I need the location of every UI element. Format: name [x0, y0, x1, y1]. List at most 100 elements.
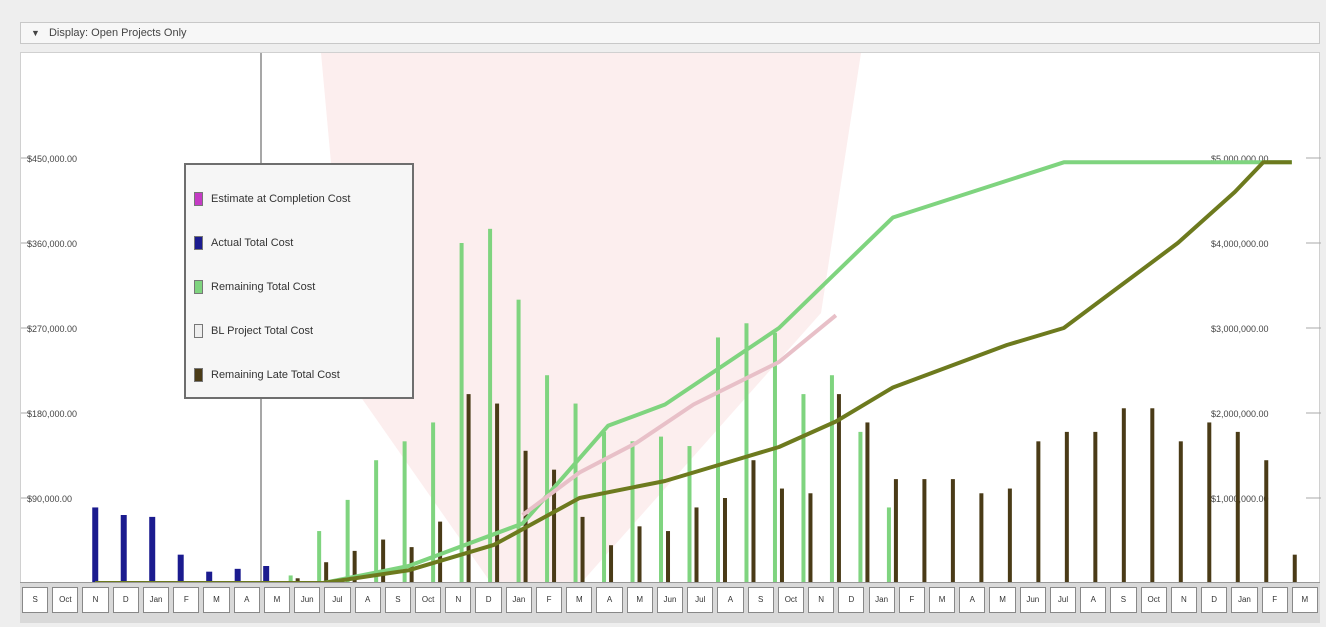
x-tick-label: D [475, 587, 502, 613]
x-tick-label: M [626, 587, 653, 613]
y-right-tick-label: $4,000,000.00 [1211, 239, 1269, 249]
remaining-cost-bar [374, 460, 379, 583]
x-tick-label: Jan [868, 587, 895, 613]
remaining-cost-bar [715, 337, 720, 583]
remaining-late-cost-bar [666, 531, 671, 583]
x-axis-date-strip: S Oct N D Jan F M A M Jun Jul A S Oct N D Jan F M A M Jun Jul A… [20, 582, 1320, 623]
y-right-tick-label: $5,000,000.00 [1211, 154, 1269, 164]
legend-item: Estimate at Completion Cost [194, 177, 404, 221]
x-tick-label: M [1291, 587, 1318, 613]
y-right-tick-label: $3,000,000.00 [1211, 324, 1269, 334]
x-tick-label: F [1261, 587, 1288, 613]
legend-label: Remaining Total Cost [211, 281, 316, 293]
x-tick-label: M [989, 587, 1016, 613]
x-tick-label: S [747, 587, 774, 613]
legend-swatch [194, 324, 203, 338]
x-tick-label: N [1170, 587, 1198, 613]
x-tick-label: Oct [1140, 587, 1167, 613]
remaining-cost-bar [829, 375, 834, 583]
legend-item: Remaining Late Total Cost [194, 353, 404, 397]
x-tick-label: Jan [142, 587, 170, 613]
x-tick-label: A [354, 587, 381, 613]
x-tick-label: A [959, 587, 986, 613]
legend-item: BL Project Total Cost [194, 309, 404, 353]
x-tick-label: Jul [1049, 587, 1077, 613]
x-tick-label: Jan [1231, 587, 1258, 613]
display-filter-dropdown[interactable]: ▼ Display: Open Projects Only [20, 22, 1320, 44]
actual-cost-bar [177, 554, 184, 583]
y-right-tick-label: $2,000,000.00 [1211, 409, 1269, 419]
remaining-cost-bar [659, 436, 664, 583]
legend-swatch [194, 236, 203, 250]
legend-label: Estimate at Completion Cost [211, 193, 351, 205]
remaining-late-cost-bar [1036, 441, 1041, 583]
remaining-late-cost-bar [1178, 441, 1183, 583]
remaining-late-cost-bar [1150, 408, 1155, 583]
x-tick-label: Oct [777, 587, 805, 613]
x-tick-label: Oct [415, 587, 442, 613]
remaining-late-cost-bar [722, 498, 727, 583]
x-tick-label: F [535, 587, 563, 613]
x-tick-label: N [445, 587, 472, 613]
x-tick-label: Jun [294, 587, 321, 613]
cost-chart: $90,000.00 $180,000.00 $270,000.00 $360,000… [20, 52, 1321, 592]
remaining-cost-bar [772, 332, 777, 583]
remaining-late-cost-bar [893, 479, 898, 583]
y-right-tick-label: $1,000,000.00 [1211, 494, 1269, 504]
remaining-cost-bar [431, 422, 436, 583]
x-tick-label: Jul [687, 587, 714, 613]
x-tick-label: A [596, 587, 623, 613]
remaining-late-cost-bar [495, 403, 500, 583]
legend-item: Actual Total Cost [194, 221, 404, 265]
x-tick-label: Oct [52, 587, 79, 613]
remaining-late-cost-bar [466, 394, 471, 583]
actual-cost-bar [206, 571, 213, 583]
x-tick-label: N [808, 587, 835, 613]
y-left-tick-label: $450,000.00 [27, 154, 77, 164]
x-tick-label: S [22, 587, 49, 613]
remaining-late-cost-bar [295, 578, 300, 583]
cumulative-line [521, 313, 838, 517]
remaining-late-cost-bar [1264, 460, 1269, 583]
x-tick-label: Jun [1019, 587, 1046, 613]
remaining-late-cost-bar [808, 493, 813, 583]
remaining-late-cost-bar [950, 479, 955, 583]
x-tick-label: Jun [656, 587, 684, 613]
remaining-cost-bar [630, 441, 635, 583]
display-filter-label: Display: Open Projects Only [48, 27, 187, 39]
remaining-cost-bar [602, 431, 607, 583]
cumulative-line [95, 160, 1292, 583]
remaining-late-cost-bar [1007, 488, 1012, 583]
remaining-late-cost-bar [381, 539, 386, 583]
actual-cost-bar [149, 516, 156, 583]
x-tick-label: M [263, 587, 291, 613]
actual-cost-bar [263, 566, 270, 583]
legend-item: Remaining Total Cost [194, 265, 404, 309]
remaining-late-cost-bar [523, 450, 528, 583]
legend-swatch [194, 280, 203, 294]
remaining-cost-bar [858, 431, 863, 583]
remaining-late-cost-bar [1121, 408, 1126, 583]
remaining-late-cost-bar [580, 516, 585, 583]
x-tick-label: A [1080, 587, 1107, 613]
x-tick-label: Jul [324, 587, 351, 613]
remaining-late-cost-bar [779, 488, 784, 583]
remaining-cost-bar [744, 323, 749, 583]
x-tick-label: F [898, 587, 925, 613]
remaining-cost-bar [459, 243, 464, 583]
remaining-late-cost-bar [694, 507, 699, 583]
remaining-late-cost-bar [1235, 431, 1240, 583]
x-tick-label: M [928, 587, 956, 613]
remaining-cost-bar [345, 499, 350, 583]
remaining-late-cost-bar [1093, 431, 1098, 583]
x-tick-label: S [384, 587, 411, 613]
x-tick-label: F [173, 587, 200, 613]
remaining-cost-bar [402, 441, 407, 583]
legend-swatch [194, 368, 203, 382]
legend-swatch [194, 192, 203, 206]
remaining-cost-bar [288, 575, 293, 583]
chart-legend: Estimate at Completion Cost Actual Total … [184, 163, 414, 399]
x-tick-label: Jan [505, 587, 532, 613]
remaining-cost-bar [687, 446, 692, 583]
legend-label: Actual Total Cost [211, 237, 294, 249]
